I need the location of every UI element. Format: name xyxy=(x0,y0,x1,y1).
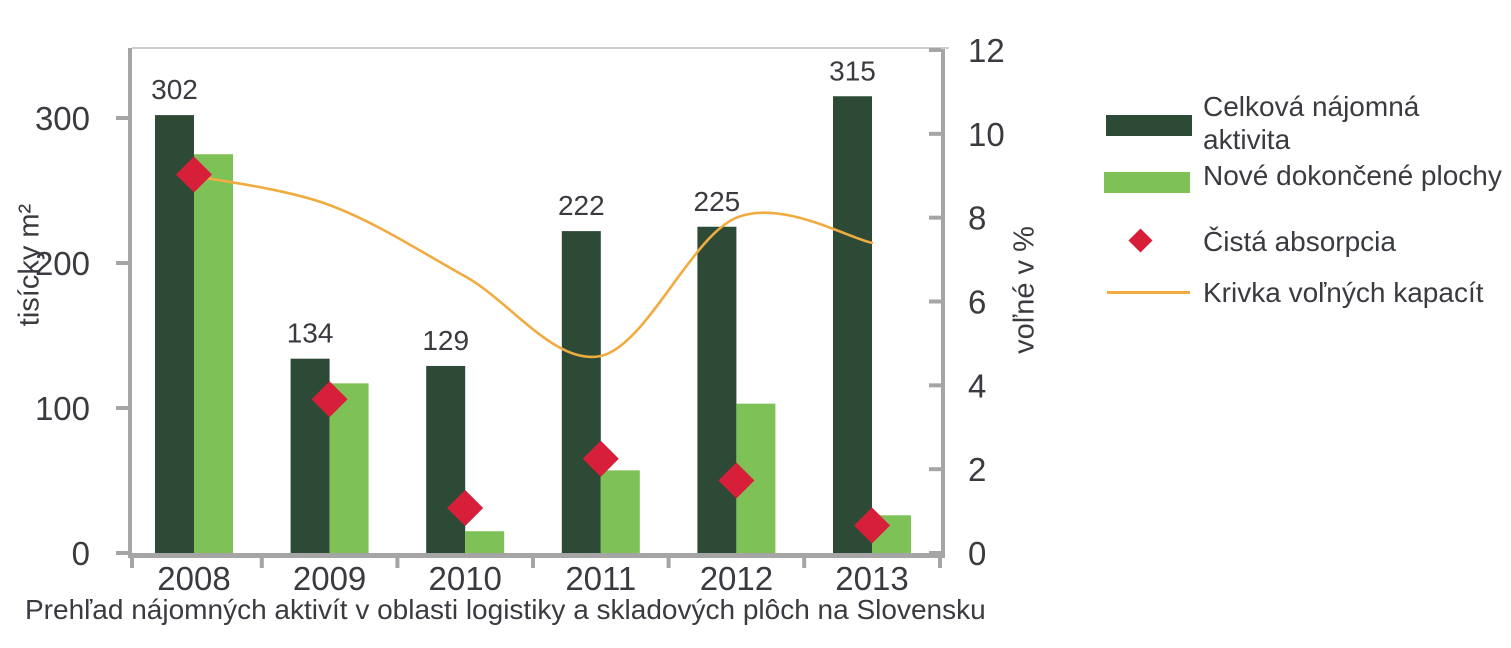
x-axis-label-2011: 2011 xyxy=(565,560,636,597)
left-axis-title: tisícky m² xyxy=(13,203,46,327)
right-axis-tick-0 xyxy=(929,551,941,555)
left-axis-tick-100 xyxy=(116,406,128,410)
x-axis-label-2009: 2009 xyxy=(293,560,366,597)
x-axis-tick-3 xyxy=(531,558,535,568)
bar-value-label-2013: 315 xyxy=(829,55,876,86)
left-axis-line xyxy=(128,48,132,558)
plot-top-border xyxy=(132,47,949,49)
bar-total-leasing-2012 xyxy=(697,226,737,553)
net-absorption-diamond-2013 xyxy=(854,507,890,544)
x-axis-label-2008: 2008 xyxy=(157,560,230,597)
bar-new-completions-2010 xyxy=(465,531,505,553)
x-axis-tick-2 xyxy=(395,558,400,568)
left-axis-tick-label-200: 200 xyxy=(35,245,90,282)
chart-caption: Prehľad nájomných aktivít v oblasti logi… xyxy=(25,594,986,625)
right-axis-line xyxy=(941,48,945,558)
vacancy-curve-line xyxy=(192,174,874,359)
x-axis-label-2012: 2012 xyxy=(700,560,773,597)
net-absorption-diamond-2008 xyxy=(176,156,212,193)
right-axis-tick-8 xyxy=(929,215,941,220)
right-axis-tick-4 xyxy=(929,383,941,388)
right-axis-tick-label-0: 0 xyxy=(968,535,986,572)
net-absorption-diamond-2009 xyxy=(311,381,348,418)
x-axis-tick-4 xyxy=(666,558,671,568)
x-axis-tick-1 xyxy=(259,558,264,568)
bar-new-completions-2011 xyxy=(600,470,640,553)
net-absorption-diamond-2011 xyxy=(582,440,619,477)
x-axis-tick-0 xyxy=(130,558,134,568)
x-axis-label-2013: 2013 xyxy=(835,560,908,597)
x-axis-label-2010: 2010 xyxy=(428,560,501,597)
left-axis-tick-label-300: 300 xyxy=(35,100,90,137)
right-axis-title: voľné v % xyxy=(1008,226,1041,354)
bar-total-leasing-2011 xyxy=(561,231,601,553)
x-axis-tick-6 xyxy=(938,558,942,568)
right-axis-tick-10 xyxy=(929,131,941,136)
bar-total-leasing-2013 xyxy=(833,96,872,553)
left-axis-tick-300 xyxy=(116,116,128,120)
bar-value-label-2008: 302 xyxy=(151,74,198,105)
right-axis-tick-label-2: 2 xyxy=(968,451,986,488)
right-axis-tick-label-10: 10 xyxy=(968,116,1005,153)
right-axis-tick-2 xyxy=(929,467,941,472)
right-axis-tick-6 xyxy=(929,299,941,304)
bar-value-label-2011: 222 xyxy=(558,190,605,221)
bar-value-label-2009: 134 xyxy=(287,318,334,349)
right-axis-tick-label-4: 4 xyxy=(968,367,986,404)
bar-new-completions-2008 xyxy=(194,154,233,553)
left-axis-tick-200 xyxy=(116,261,128,265)
bar-total-leasing-2010 xyxy=(426,365,466,553)
bar-value-label-2010: 129 xyxy=(422,325,469,356)
left-axis-tick-label-100: 100 xyxy=(35,390,90,427)
bottom-axis-line xyxy=(128,553,945,558)
net-absorption-diamond-2012 xyxy=(718,462,755,499)
right-axis-tick-label-12: 12 xyxy=(968,32,1005,69)
right-axis-tick-label-6: 6 xyxy=(968,284,986,321)
bar-new-completions-2009 xyxy=(329,383,369,553)
net-absorption-diamond-2010 xyxy=(447,490,484,527)
bar-total-leasing-2008 xyxy=(155,115,194,553)
left-axis-tick-label-0: 0 xyxy=(72,535,90,572)
left-axis-tick-0 xyxy=(116,551,128,555)
bar-value-label-2012: 225 xyxy=(694,186,741,217)
x-axis-tick-5 xyxy=(802,558,807,568)
right-axis-tick-12 xyxy=(929,48,941,52)
right-axis-tick-label-8: 8 xyxy=(968,200,986,237)
